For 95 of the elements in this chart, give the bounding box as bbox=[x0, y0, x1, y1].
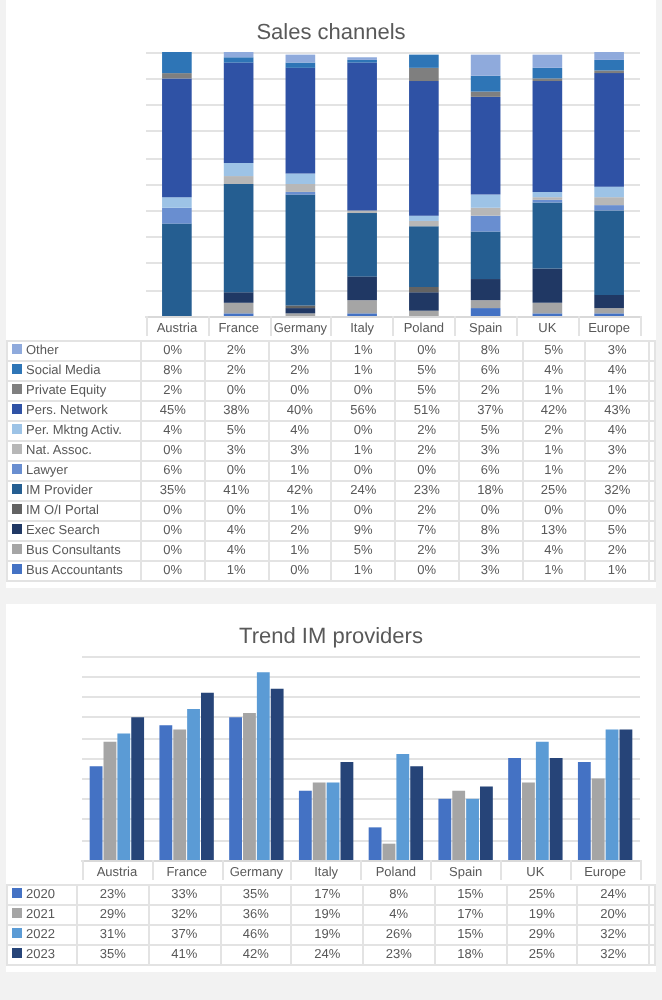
bar bbox=[103, 741, 117, 860]
bar bbox=[223, 302, 254, 314]
bar bbox=[605, 729, 619, 860]
bar bbox=[532, 67, 563, 79]
bar bbox=[594, 52, 624, 60]
bar bbox=[162, 73, 192, 79]
bar bbox=[470, 279, 501, 301]
bar bbox=[117, 733, 131, 860]
bar bbox=[594, 205, 624, 211]
bar bbox=[594, 294, 624, 309]
bar bbox=[594, 197, 624, 206]
bar bbox=[162, 78, 192, 198]
bar bbox=[470, 215, 501, 232]
bar bbox=[159, 725, 173, 860]
bar bbox=[298, 790, 312, 860]
bar bbox=[89, 766, 103, 860]
bar bbox=[409, 286, 439, 293]
bar bbox=[470, 194, 501, 208]
bar bbox=[594, 186, 624, 198]
bar bbox=[452, 790, 466, 860]
bar bbox=[347, 213, 377, 277]
bar bbox=[470, 75, 501, 92]
bar bbox=[480, 786, 493, 860]
bar bbox=[162, 207, 192, 224]
bar bbox=[223, 62, 254, 163]
bar bbox=[532, 268, 563, 303]
bar bbox=[470, 308, 501, 316]
bar bbox=[470, 54, 501, 76]
bar bbox=[409, 215, 439, 221]
bar bbox=[594, 59, 624, 71]
bar bbox=[285, 194, 316, 306]
bar bbox=[438, 798, 452, 860]
bar bbox=[347, 62, 377, 211]
bar bbox=[409, 292, 439, 311]
bar bbox=[173, 729, 187, 860]
bar bbox=[312, 782, 326, 860]
bar bbox=[347, 300, 377, 314]
bar bbox=[382, 843, 396, 860]
bar bbox=[162, 197, 192, 208]
bar bbox=[508, 758, 521, 860]
bar bbox=[594, 308, 624, 314]
bar bbox=[532, 191, 563, 198]
bar bbox=[285, 173, 316, 184]
bar bbox=[223, 292, 254, 303]
bar bbox=[162, 223, 192, 316]
bar bbox=[409, 81, 439, 216]
bar bbox=[594, 210, 624, 295]
bar bbox=[549, 758, 563, 860]
bar bbox=[594, 73, 624, 187]
bar bbox=[347, 276, 377, 301]
bar bbox=[409, 220, 439, 227]
bar bbox=[470, 96, 501, 195]
bar bbox=[532, 54, 563, 68]
chart-title: Trend IM providers bbox=[239, 625, 424, 649]
chart-title: Sales channels bbox=[256, 21, 407, 45]
bar bbox=[223, 184, 254, 293]
bar bbox=[470, 300, 501, 309]
bar bbox=[532, 302, 563, 314]
bar bbox=[285, 308, 316, 314]
bar bbox=[256, 672, 270, 860]
bar bbox=[223, 52, 254, 58]
bar bbox=[470, 91, 501, 97]
bar bbox=[532, 202, 563, 269]
bar bbox=[470, 231, 501, 280]
bar bbox=[285, 67, 316, 174]
bar bbox=[285, 54, 316, 63]
bar bbox=[285, 184, 316, 192]
bar bbox=[591, 778, 605, 860]
bar bbox=[532, 81, 563, 192]
bar bbox=[466, 798, 479, 860]
bar bbox=[223, 162, 254, 177]
bar bbox=[243, 713, 256, 860]
bar bbox=[187, 709, 200, 860]
bar bbox=[340, 762, 354, 860]
bar bbox=[577, 762, 591, 860]
bar bbox=[223, 176, 254, 184]
bar bbox=[201, 692, 214, 860]
bar bbox=[409, 226, 439, 287]
bar bbox=[409, 310, 439, 316]
bar bbox=[619, 729, 633, 860]
bar bbox=[396, 753, 410, 860]
bar bbox=[131, 717, 145, 860]
bar bbox=[409, 67, 439, 82]
bar bbox=[410, 766, 424, 860]
bar bbox=[223, 57, 254, 63]
bar bbox=[368, 827, 382, 860]
bar bbox=[270, 688, 284, 860]
bar bbox=[162, 52, 192, 74]
bar bbox=[409, 54, 439, 68]
bar bbox=[229, 717, 242, 860]
bar bbox=[285, 62, 316, 68]
bar bbox=[470, 207, 501, 216]
bar bbox=[522, 782, 535, 860]
bar bbox=[535, 741, 549, 860]
bar bbox=[326, 782, 340, 860]
